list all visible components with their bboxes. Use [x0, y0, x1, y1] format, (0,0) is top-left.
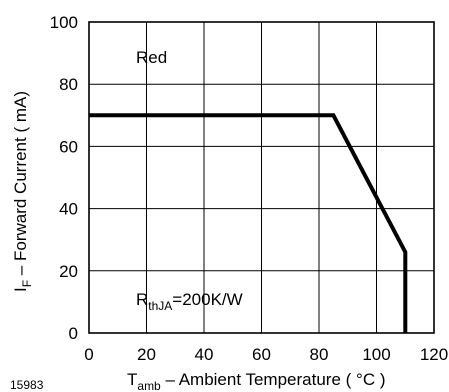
x-axis-label-main: T: [127, 370, 137, 389]
annotation-r-main: R: [136, 290, 148, 309]
y-tick-labels: 0 20 40 60 80 100: [50, 13, 78, 343]
y-axis-label-main: I: [11, 287, 30, 292]
y-tick-label-60: 60: [59, 137, 78, 156]
x-axis-label-rest: – Ambient Temperature ( °C ): [161, 370, 386, 389]
y-axis-label-sub: F: [20, 280, 34, 287]
x-tick-label-0: 0: [84, 345, 93, 364]
x-tick-label-100: 100: [362, 345, 390, 364]
x-tick-label-60: 60: [252, 345, 271, 364]
annotation-thermal-resistance: RthJA=200K/W: [136, 290, 243, 313]
y-tick-label-20: 20: [59, 262, 78, 281]
y-tick-label-0: 0: [69, 324, 78, 343]
grid-lines: [89, 22, 434, 333]
series-line-forward-current: [89, 113, 408, 333]
x-tick-label-20: 20: [137, 345, 156, 364]
y-tick-label-80: 80: [59, 75, 78, 94]
figure-id: 15983: [10, 378, 44, 392]
x-tick-labels: 0 20 40 60 80 100 120: [84, 345, 448, 364]
annotation-r-rest: =200K/W: [172, 290, 242, 309]
annotation-r-sub: thJA: [148, 299, 172, 313]
x-tick-label-120: 120: [420, 345, 448, 364]
y-tick-label-40: 40: [59, 200, 78, 219]
x-tick-label-80: 80: [310, 345, 329, 364]
y-tick-label-100: 100: [50, 13, 78, 32]
annotation-color: Red: [136, 48, 167, 67]
y-axis-label: IF – Forward Current ( mA): [11, 91, 34, 292]
x-axis-label: Tamb – Ambient Temperature ( °C ): [127, 370, 385, 392]
x-tick-label-40: 40: [195, 345, 214, 364]
y-axis-label-rest: – Forward Current ( mA): [11, 91, 30, 280]
x-axis-label-sub: amb: [137, 379, 161, 392]
